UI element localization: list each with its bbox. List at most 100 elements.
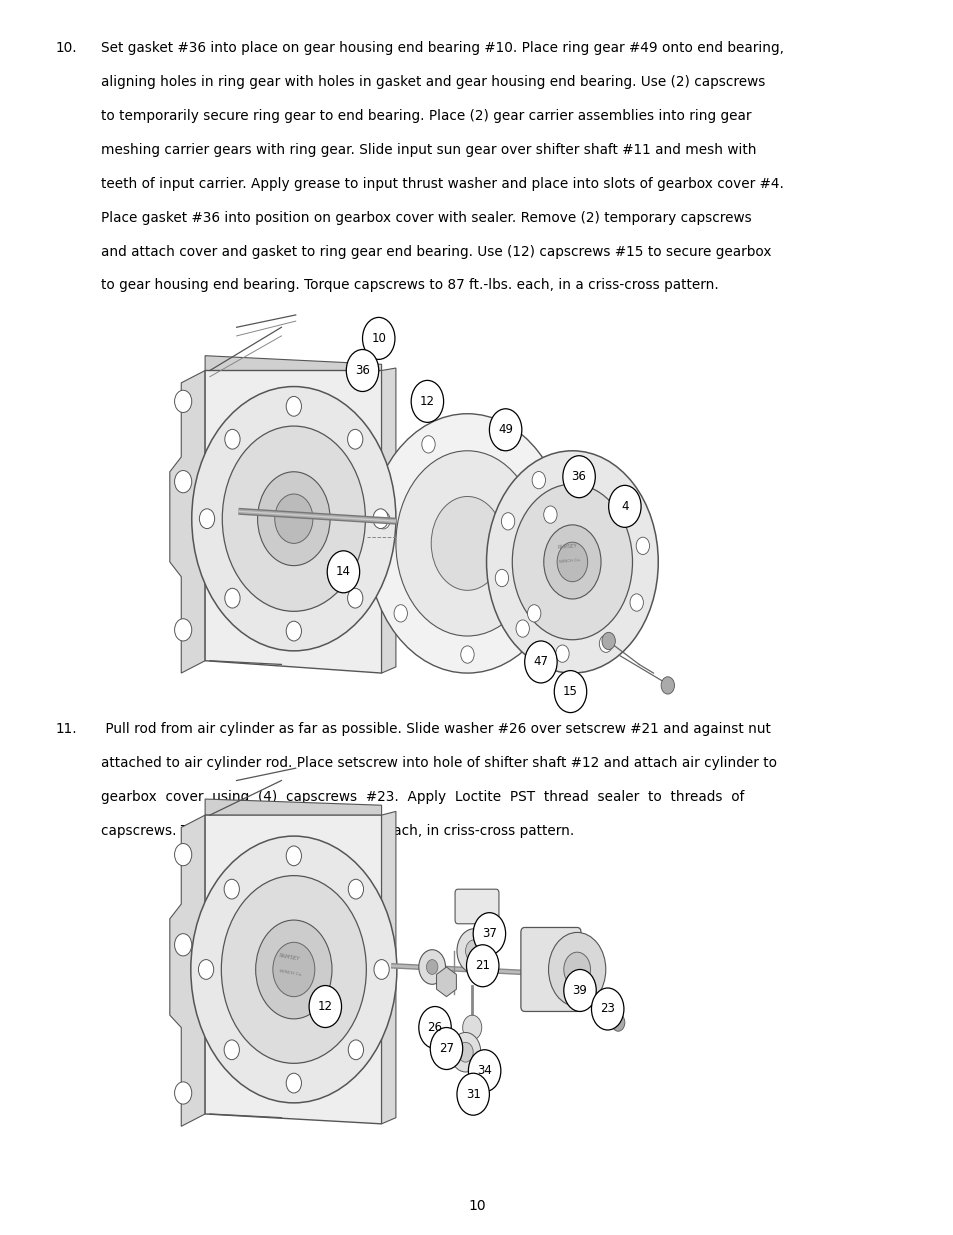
Circle shape [456, 1073, 489, 1115]
Text: 36: 36 [355, 364, 370, 377]
Circle shape [473, 913, 505, 955]
Circle shape [575, 462, 588, 479]
Text: 11.: 11. [55, 722, 77, 736]
Circle shape [418, 950, 445, 984]
Circle shape [286, 846, 301, 866]
Circle shape [450, 1032, 480, 1072]
Circle shape [615, 487, 628, 504]
Circle shape [431, 496, 503, 590]
Text: aligning holes in ring gear with holes in gasket and gear housing end bearing. U: aligning holes in ring gear with holes i… [101, 74, 764, 89]
Circle shape [222, 426, 365, 611]
Circle shape [174, 934, 192, 956]
Text: and attach cover and gasket to ring gear end bearing. Use (12) capscrews #15 to : and attach cover and gasket to ring gear… [101, 245, 771, 258]
Circle shape [376, 511, 390, 529]
Circle shape [629, 594, 642, 611]
Circle shape [174, 1082, 192, 1104]
Circle shape [224, 1040, 239, 1060]
Text: 39: 39 [572, 984, 587, 997]
Circle shape [192, 387, 395, 651]
Circle shape [512, 484, 632, 640]
Polygon shape [436, 967, 456, 997]
Circle shape [174, 471, 192, 493]
Circle shape [554, 671, 586, 713]
Text: to temporarily secure ring gear to end bearing. Place (2) gear carrier assemblie: to temporarily secure ring gear to end b… [101, 109, 751, 122]
Circle shape [495, 569, 508, 587]
Circle shape [348, 879, 363, 899]
Text: capscrews. Torque capscrews to 5 ft.-lbs. each, in criss-cross pattern.: capscrews. Torque capscrews to 5 ft.-lbs… [101, 825, 574, 839]
Circle shape [636, 537, 649, 555]
Circle shape [563, 952, 590, 987]
Circle shape [191, 836, 396, 1103]
Circle shape [598, 635, 612, 652]
Circle shape [255, 920, 332, 1019]
Circle shape [660, 677, 674, 694]
Text: RAMSEY: RAMSEY [278, 953, 299, 961]
Circle shape [457, 1042, 473, 1062]
Circle shape [608, 485, 640, 527]
Circle shape [563, 969, 596, 1011]
Text: meshing carrier gears with ring gear. Slide input sun gear over shifter shaft #1: meshing carrier gears with ring gear. Sl… [101, 143, 756, 157]
Polygon shape [205, 799, 381, 825]
Polygon shape [381, 368, 395, 673]
FancyBboxPatch shape [520, 927, 580, 1011]
Text: 34: 34 [476, 1065, 492, 1077]
Circle shape [174, 390, 192, 412]
Circle shape [462, 1015, 481, 1040]
Circle shape [532, 472, 545, 489]
Circle shape [257, 472, 330, 566]
Text: 10.: 10. [55, 41, 77, 54]
Circle shape [421, 436, 435, 453]
Circle shape [430, 1028, 462, 1070]
Circle shape [174, 619, 192, 641]
Circle shape [486, 451, 658, 673]
Text: RAMSEY: RAMSEY [557, 543, 578, 551]
Circle shape [273, 942, 314, 997]
Text: Place gasket #36 into position on gearbox cover with sealer. Remove (2) temporar: Place gasket #36 into position on gearbo… [101, 211, 751, 225]
Circle shape [347, 430, 362, 450]
Circle shape [465, 940, 482, 962]
Circle shape [466, 945, 498, 987]
Text: 21: 21 [475, 960, 490, 972]
Circle shape [198, 960, 213, 979]
Text: 37: 37 [481, 927, 497, 940]
Circle shape [309, 986, 341, 1028]
Circle shape [468, 1050, 500, 1092]
Circle shape [373, 509, 388, 529]
Circle shape [456, 929, 491, 973]
Text: 31: 31 [465, 1088, 480, 1100]
Circle shape [395, 451, 538, 636]
Circle shape [362, 317, 395, 359]
Polygon shape [381, 811, 395, 1124]
Circle shape [348, 1040, 363, 1060]
Circle shape [221, 876, 366, 1063]
Circle shape [174, 844, 192, 866]
Text: 14: 14 [335, 566, 351, 578]
Circle shape [516, 620, 529, 637]
Circle shape [225, 430, 240, 450]
Text: 26: 26 [427, 1021, 442, 1034]
Text: gearbox  cover  using  (4)  capscrews  #23.  Apply  Loctite  PST  thread  sealer: gearbox cover using (4) capscrews #23. A… [101, 790, 743, 804]
Circle shape [394, 605, 407, 622]
Circle shape [527, 605, 540, 622]
Circle shape [426, 960, 437, 974]
Circle shape [548, 932, 605, 1007]
Circle shape [557, 542, 587, 582]
Text: to gear housing end bearing. Torque capscrews to 87 ft.-lbs. each, in a criss-cr: to gear housing end bearing. Torque caps… [101, 279, 719, 293]
Circle shape [460, 646, 474, 663]
Text: WINCH Co.: WINCH Co. [279, 969, 302, 977]
Circle shape [489, 409, 521, 451]
Circle shape [286, 396, 301, 416]
Circle shape [411, 380, 443, 422]
Circle shape [374, 960, 389, 979]
Text: 49: 49 [497, 424, 513, 436]
Polygon shape [205, 815, 381, 1124]
Text: teeth of input carrier. Apply grease to input thrust washer and place into slots: teeth of input carrier. Apply grease to … [101, 177, 783, 190]
Circle shape [601, 632, 615, 650]
Text: 47: 47 [533, 656, 548, 668]
Polygon shape [205, 370, 381, 673]
Polygon shape [205, 356, 381, 383]
Circle shape [346, 350, 378, 391]
Text: Pull rod from air cylinder as far as possible. Slide washer #26 over setscrew #2: Pull rod from air cylinder as far as pos… [101, 722, 770, 736]
Circle shape [286, 621, 301, 641]
Polygon shape [170, 370, 205, 673]
